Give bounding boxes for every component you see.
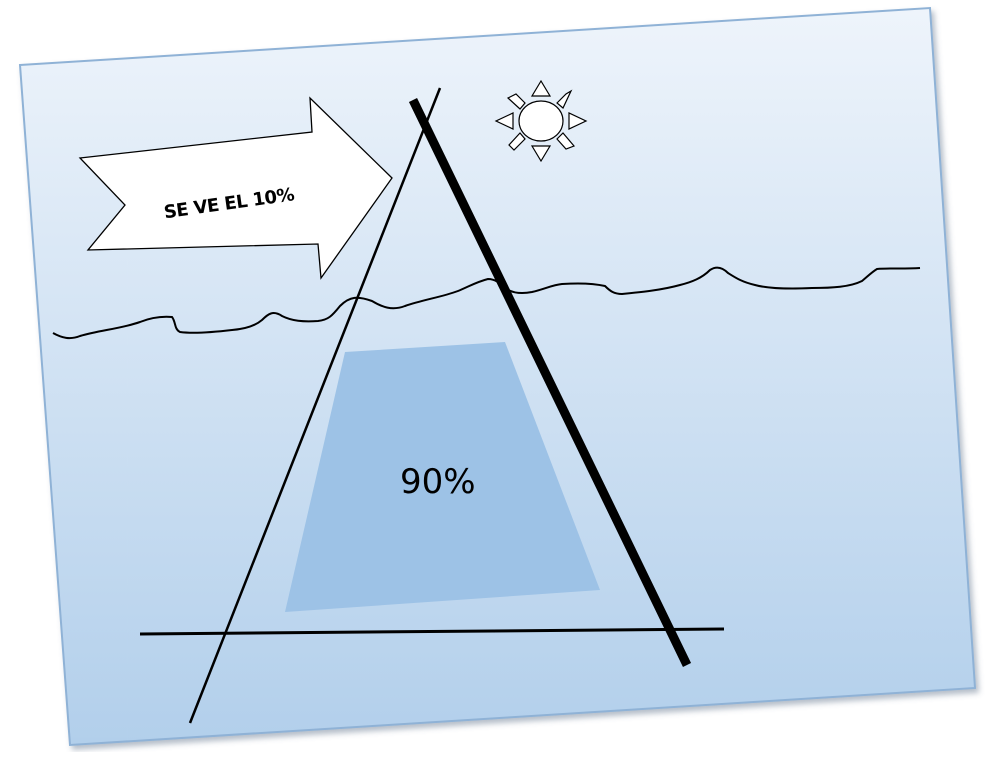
- submerged-region: [285, 342, 600, 612]
- iceberg-base: [139, 627, 725, 636]
- water-line: [52, 266, 921, 340]
- iceberg-right-side: [408, 98, 692, 667]
- right-arrow-icon: SE VE EL 10%: [78, 96, 393, 280]
- iceberg-left-side: [188, 87, 442, 724]
- submerged-portion-label: 90%: [400, 462, 476, 502]
- sun-icon: [494, 79, 588, 163]
